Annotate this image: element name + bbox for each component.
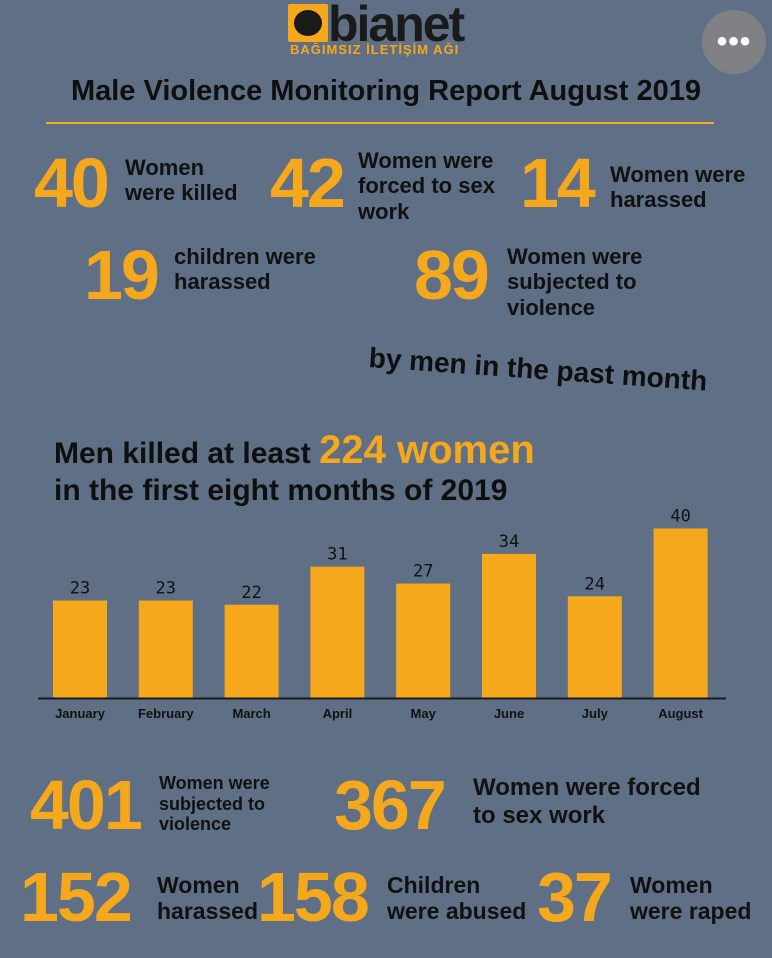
data-label-july: 24	[585, 574, 605, 594]
headline-total: 224 women	[319, 428, 535, 472]
logo-tagline: BAĞIMSIZ İLETİŞİM AĞI	[290, 42, 460, 57]
data-label-may: 27	[413, 562, 433, 582]
stat-value-killed: 40	[34, 144, 110, 222]
year-stat-value-forced: 367	[334, 766, 447, 844]
tick-label-july: July	[582, 706, 609, 721]
stat-label-children-harassed: children were harassed	[174, 244, 316, 295]
year-stat-value-raped: 37	[537, 858, 613, 936]
bar-july	[567, 596, 622, 698]
tick-label-june: June	[494, 706, 524, 721]
tick-label-january: January	[55, 706, 106, 721]
data-label-april: 31	[327, 545, 347, 565]
year-stat-label-harassed: Women harassed	[157, 872, 259, 925]
data-label-january: 23	[70, 579, 90, 599]
data-label-march: 22	[241, 583, 261, 603]
bar-june	[482, 553, 536, 698]
bar-august	[653, 528, 708, 698]
year-stat-value-abused: 158	[257, 858, 370, 936]
year-stat-label-violence: Women were subjected to violence	[159, 773, 270, 835]
stat-value-children-harassed: 19	[84, 236, 160, 314]
headline-prefix: Men killed at least	[54, 437, 311, 470]
chart-headline: Men killed at least 224 women	[54, 428, 535, 473]
logo-mark-icon	[288, 4, 328, 42]
bar-may	[396, 583, 451, 698]
year-stat-label-raped: Women were raped	[630, 872, 752, 925]
tick-label-march: March	[232, 706, 270, 721]
year-stat-label-abused: Children were abused	[387, 872, 527, 925]
logo-word: bianet	[328, 0, 465, 52]
chart-headline-line2: in the first eight months of 2019	[54, 474, 508, 507]
tick-label-april: April	[323, 706, 353, 721]
bar-january	[53, 600, 107, 698]
stat-label-killed: Women were killed	[125, 155, 238, 206]
stat-value-forced: 42	[270, 144, 346, 222]
bar-march	[224, 604, 279, 698]
stat-value-harassed: 14	[520, 144, 596, 222]
data-label-june: 34	[499, 532, 519, 552]
tick-label-february: February	[138, 706, 194, 721]
stat-label-forced: Women were forced to sex work	[358, 148, 495, 224]
report-title: Male Violence Monitoring Report August 2…	[70, 75, 702, 107]
stats-tagline: by men in the past month	[367, 342, 709, 397]
data-label-august: 40	[670, 506, 690, 526]
more-options-button[interactable]: •••	[702, 10, 766, 74]
year-stat-value-harassed: 152	[20, 858, 133, 936]
title-divider	[46, 122, 714, 124]
bianet-logo: bianet BAĞIMSIZ İLETİŞİM AĞI	[288, 0, 498, 60]
stat-value-violence: 89	[414, 236, 490, 314]
tick-label-may: May	[411, 706, 437, 721]
bar-february	[138, 600, 193, 698]
data-label-february: 23	[156, 579, 176, 599]
bar-april	[310, 566, 365, 698]
monthly-killings-bar-chart: 23 January 23 February 22 March 31 April 27 May 34…	[38, 506, 726, 721]
stat-label-harassed: Women were harassed	[610, 162, 746, 213]
year-stat-value-violence: 401	[30, 766, 143, 844]
tick-label-august: August	[658, 706, 703, 721]
year-stat-label-forced: Women were forced to sex work	[473, 774, 701, 829]
stat-label-violence: Women were subjected to violence	[507, 244, 643, 320]
